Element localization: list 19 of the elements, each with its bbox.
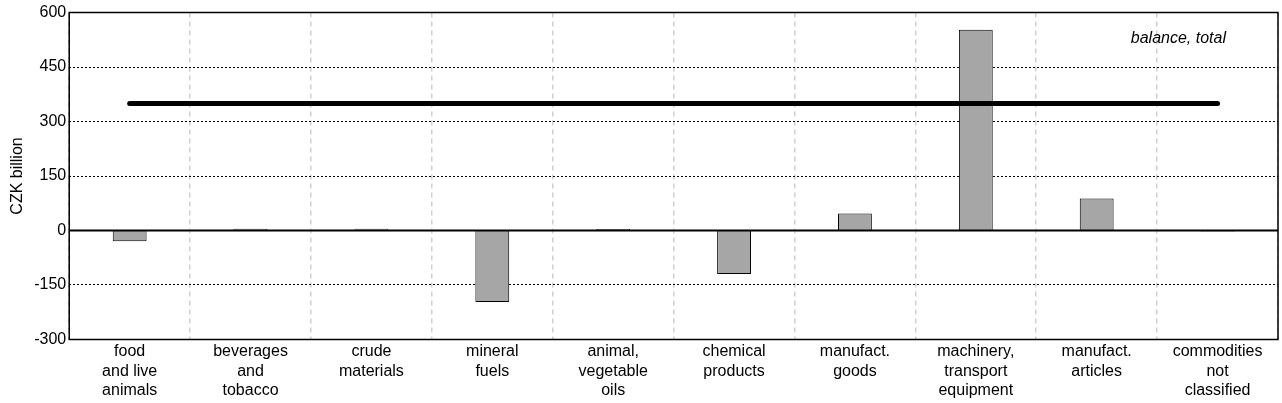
x-tick-label: beverages and tobacco [213, 342, 288, 398]
x-tick-label: manufact. goods [819, 342, 891, 379]
x-tick-label: mineral fuels [466, 342, 519, 379]
y-tick-label: 450 [39, 57, 67, 75]
y-tick-label: -150 [34, 275, 67, 293]
text: balance, total [1130, 29, 1227, 47]
y-tick-label: 300 [39, 111, 67, 129]
y-tick-label: 600 [39, 3, 67, 21]
x-tick-label: chemical products [702, 342, 766, 379]
y-tick-label: -300 [34, 329, 67, 347]
x-tick-label: machinery, transport equipment [937, 342, 1015, 398]
x-tick-label: crude materials [338, 342, 404, 379]
y-axis-title: CZK billion [8, 137, 26, 215]
y-tick-label: 0 [57, 220, 67, 238]
x-tick-label: commodities not classified [1172, 342, 1263, 398]
y-tick-label: 150 [39, 166, 67, 184]
x-tick-label: animal, vegetable oils [578, 342, 648, 398]
x-tick-label: manufact. articles [1061, 342, 1132, 379]
x-tick-label: food and live animals [102, 342, 158, 398]
